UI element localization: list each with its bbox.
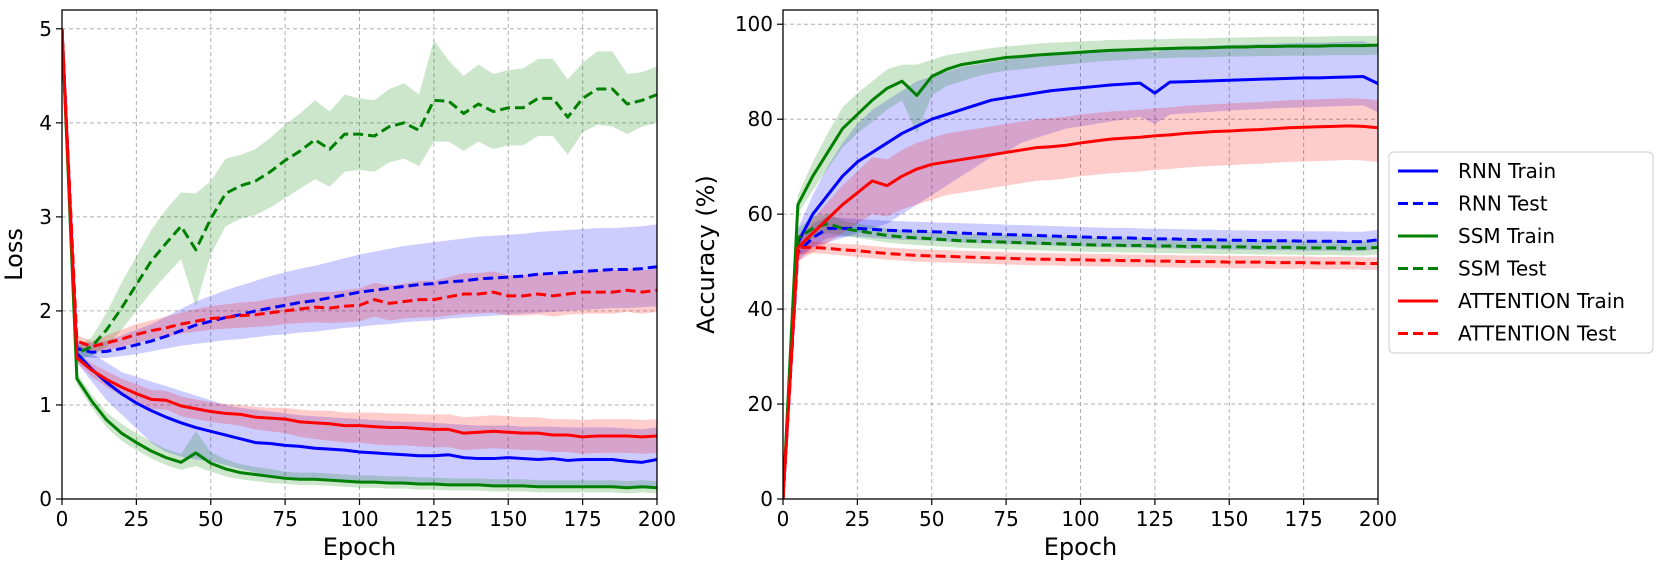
loss-x-tick-label: 150: [489, 507, 527, 531]
legend-box: [1388, 151, 1654, 354]
accuracy-y-tick-label: 0: [760, 487, 773, 511]
loss-x-axis-title: Epoch: [323, 533, 397, 561]
loss-y-axis-title: Loss: [0, 228, 28, 281]
accuracy-x-tick-label: 50: [919, 507, 944, 531]
loss-band-rnn-train: [62, 28, 657, 489]
accuracy-y-tick-label: 100: [735, 12, 773, 36]
loss-line-attention-train: [62, 28, 657, 439]
accuracy-x-tick-label: 125: [1136, 507, 1174, 531]
legend-label-rnn-test: RNN Test: [1458, 192, 1548, 216]
legend-label-ssm-test: SSM Test: [1458, 257, 1547, 281]
accuracy-x-tick-label: 100: [1061, 507, 1099, 531]
accuracy-band-rnn-train: [783, 41, 1378, 499]
loss-x-tick-label: 25: [124, 507, 149, 531]
accuracy-line-rnn-train: [783, 74, 1378, 499]
accuracy-y-axis-title: Accuracy (%): [692, 175, 720, 334]
loss-y-tick-label: 3: [39, 205, 52, 229]
accuracy-x-tick-label: 0: [777, 507, 790, 531]
accuracy-line-ssm-train: [783, 43, 1378, 499]
accuracy-y-tick-label: 80: [748, 107, 773, 131]
accuracy-line-rnn-test: [783, 226, 1378, 499]
legend-label-ssm-train: SSM Train: [1458, 224, 1555, 248]
accuracy-x-tick-label: 150: [1210, 507, 1248, 531]
legend-label-attention-train: ATTENTION Train: [1458, 289, 1625, 313]
accuracy-band-attention-test: [783, 240, 1378, 499]
loss-x-tick-label: 125: [415, 507, 453, 531]
accuracy-y-tick-label: 20: [748, 392, 773, 416]
accuracy-x-tick-label: 75: [993, 507, 1018, 531]
loss-y-tick-label: 5: [39, 17, 52, 41]
accuracy-x-tick-label: 175: [1285, 507, 1323, 531]
loss-x-tick-label: 50: [198, 507, 223, 531]
loss-y-tick-label: 0: [39, 487, 52, 511]
loss-x-tick-label: 200: [638, 507, 676, 531]
accuracy-x-tick-label: 200: [1359, 507, 1397, 531]
loss-x-tick-label: 0: [56, 507, 69, 531]
legend: RNN Train RNN Test SSM Train SSM Test ATTENT…: [1388, 151, 1654, 354]
loss-line-attention-test: [62, 28, 657, 349]
loss-line-rnn-test: [62, 28, 657, 354]
loss-plot: 0 25 50 75 100 125 150 175 200 0 1 2 3 4 5 Epoch Loss: [0, 9, 676, 561]
loss-line-ssm-train: [62, 28, 657, 490]
accuracy-band-attention-train: [783, 98, 1378, 499]
accuracy-band-rnn-test: [783, 216, 1378, 499]
loss-band-ssm-test: [62, 28, 657, 360]
legend-label-rnn-train: RNN Train: [1458, 159, 1556, 183]
accuracy-plot: 0 25 50 75 100 125 150 175 200020406080100EpochA…: [692, 9, 1397, 561]
accuracy-y-tick-label: 40: [748, 297, 773, 321]
accuracy-line-attention-test: [783, 245, 1378, 499]
loss-y-tick-label: 1: [39, 393, 52, 417]
accuracy-data: [783, 35, 1378, 499]
accuracy-band-ssm-test: [783, 214, 1378, 499]
loss-x-tick-label: 175: [564, 507, 602, 531]
legend-label-attention-test: ATTENTION Test: [1458, 322, 1617, 346]
accuracy-x-axis-title: Epoch: [1044, 533, 1118, 561]
loss-band-rnn-test: [62, 28, 657, 358]
accuracy-y-tick-label: 60: [748, 202, 773, 226]
loss-y-tick-label: 2: [39, 299, 52, 323]
loss-x-tick-label: 75: [272, 507, 297, 531]
loss-x-tick-label: 100: [340, 507, 378, 531]
accuracy-line-ssm-test: [783, 222, 1378, 499]
loss-data: [62, 28, 657, 494]
loss-line-rnn-train: [62, 28, 657, 464]
accuracy-line-attention-train: [783, 124, 1378, 499]
loss-line-ssm-test: [62, 28, 657, 355]
loss-y-tick-label: 4: [39, 111, 52, 135]
accuracy-x-tick-label: 25: [845, 507, 870, 531]
